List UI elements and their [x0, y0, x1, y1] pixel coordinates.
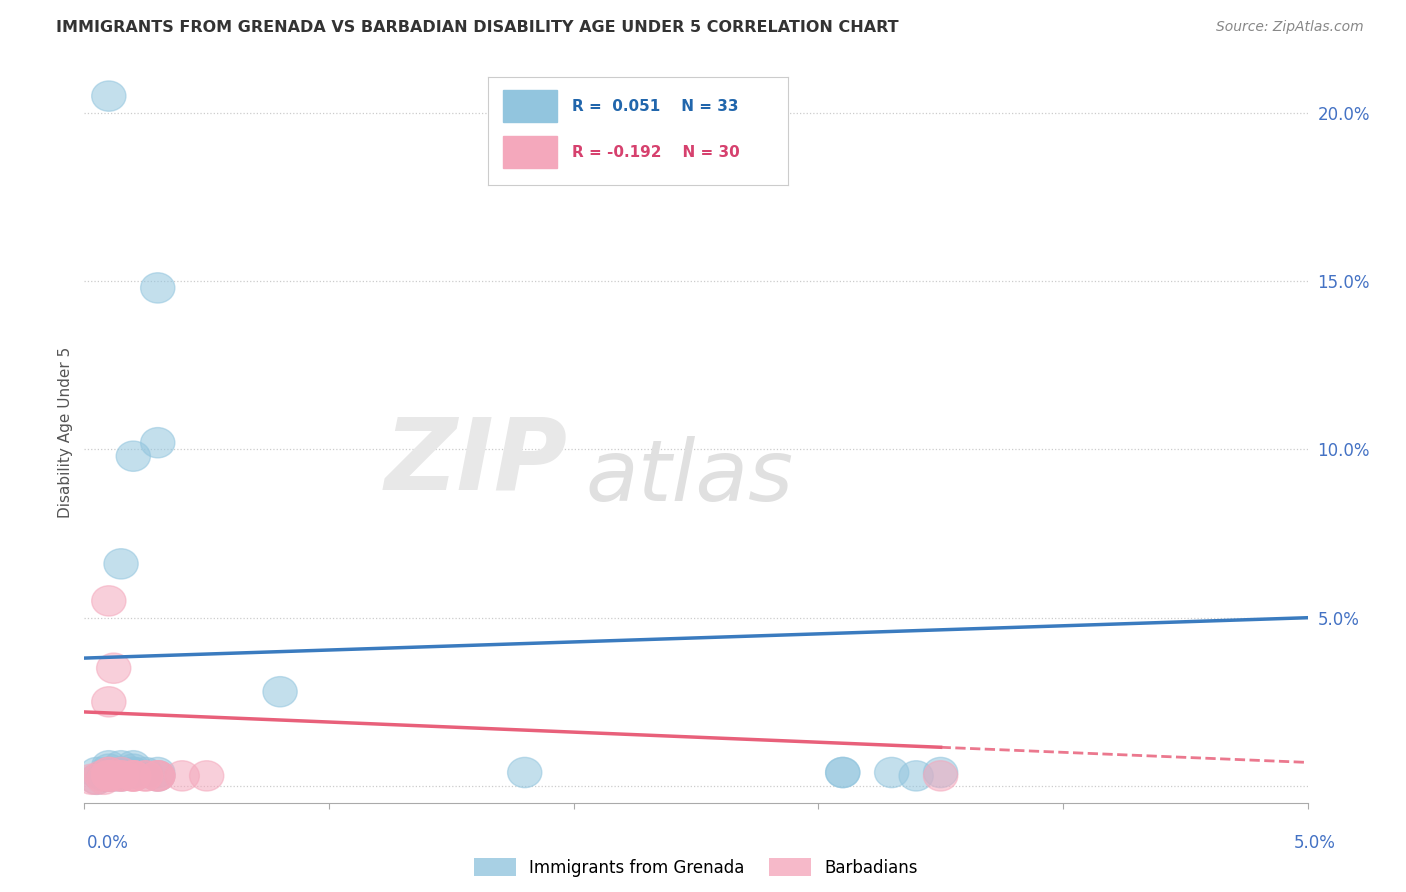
Ellipse shape: [91, 761, 127, 791]
Ellipse shape: [141, 427, 174, 458]
Ellipse shape: [117, 754, 150, 784]
Ellipse shape: [117, 441, 150, 471]
Ellipse shape: [91, 81, 127, 112]
Text: 5.0%: 5.0%: [1294, 834, 1336, 852]
Ellipse shape: [263, 677, 297, 706]
Ellipse shape: [91, 761, 127, 791]
Ellipse shape: [104, 761, 138, 791]
Ellipse shape: [141, 761, 174, 791]
Ellipse shape: [141, 761, 174, 791]
Ellipse shape: [104, 761, 138, 791]
Legend: Immigrants from Grenada, Barbadians: Immigrants from Grenada, Barbadians: [467, 852, 925, 883]
Y-axis label: Disability Age Under 5: Disability Age Under 5: [58, 347, 73, 518]
Ellipse shape: [91, 754, 127, 784]
Text: 0.0%: 0.0%: [87, 834, 129, 852]
Ellipse shape: [117, 757, 150, 788]
Ellipse shape: [97, 761, 131, 791]
Ellipse shape: [104, 757, 138, 788]
Text: Source: ZipAtlas.com: Source: ZipAtlas.com: [1216, 20, 1364, 34]
Ellipse shape: [91, 757, 127, 788]
Ellipse shape: [80, 764, 114, 795]
Ellipse shape: [141, 761, 174, 791]
Ellipse shape: [97, 653, 131, 683]
Ellipse shape: [91, 586, 127, 616]
Ellipse shape: [97, 761, 131, 791]
Ellipse shape: [104, 549, 138, 579]
Ellipse shape: [75, 764, 108, 795]
Ellipse shape: [165, 761, 200, 791]
Ellipse shape: [924, 761, 957, 791]
Ellipse shape: [91, 687, 127, 717]
Ellipse shape: [141, 757, 174, 788]
Ellipse shape: [80, 757, 114, 788]
Ellipse shape: [87, 761, 121, 791]
Ellipse shape: [117, 761, 150, 791]
Ellipse shape: [117, 761, 150, 791]
Ellipse shape: [128, 757, 163, 788]
Text: atlas: atlas: [586, 435, 794, 518]
Ellipse shape: [875, 757, 908, 788]
Ellipse shape: [825, 757, 860, 788]
Ellipse shape: [141, 273, 174, 303]
Ellipse shape: [117, 751, 150, 780]
Ellipse shape: [128, 761, 163, 791]
Ellipse shape: [91, 757, 127, 788]
Ellipse shape: [141, 761, 174, 791]
Ellipse shape: [825, 757, 860, 788]
Text: ZIP: ZIP: [384, 414, 568, 511]
Ellipse shape: [117, 761, 150, 791]
Ellipse shape: [104, 757, 138, 788]
Ellipse shape: [128, 761, 163, 791]
Ellipse shape: [91, 761, 127, 791]
Ellipse shape: [91, 757, 127, 788]
Ellipse shape: [117, 757, 150, 788]
Ellipse shape: [898, 761, 934, 791]
Ellipse shape: [84, 761, 118, 791]
Ellipse shape: [104, 761, 138, 791]
Ellipse shape: [87, 764, 121, 795]
Ellipse shape: [117, 757, 150, 788]
Ellipse shape: [80, 764, 114, 795]
Ellipse shape: [104, 761, 138, 791]
Ellipse shape: [924, 757, 957, 788]
Text: IMMIGRANTS FROM GRENADA VS BARBADIAN DISABILITY AGE UNDER 5 CORRELATION CHART: IMMIGRANTS FROM GRENADA VS BARBADIAN DIS…: [56, 20, 898, 35]
Ellipse shape: [91, 761, 127, 791]
Ellipse shape: [508, 757, 541, 788]
Ellipse shape: [117, 761, 150, 791]
Ellipse shape: [104, 751, 138, 780]
Ellipse shape: [91, 751, 127, 780]
Ellipse shape: [91, 761, 127, 791]
Ellipse shape: [91, 761, 127, 791]
Ellipse shape: [91, 757, 127, 788]
Ellipse shape: [190, 761, 224, 791]
